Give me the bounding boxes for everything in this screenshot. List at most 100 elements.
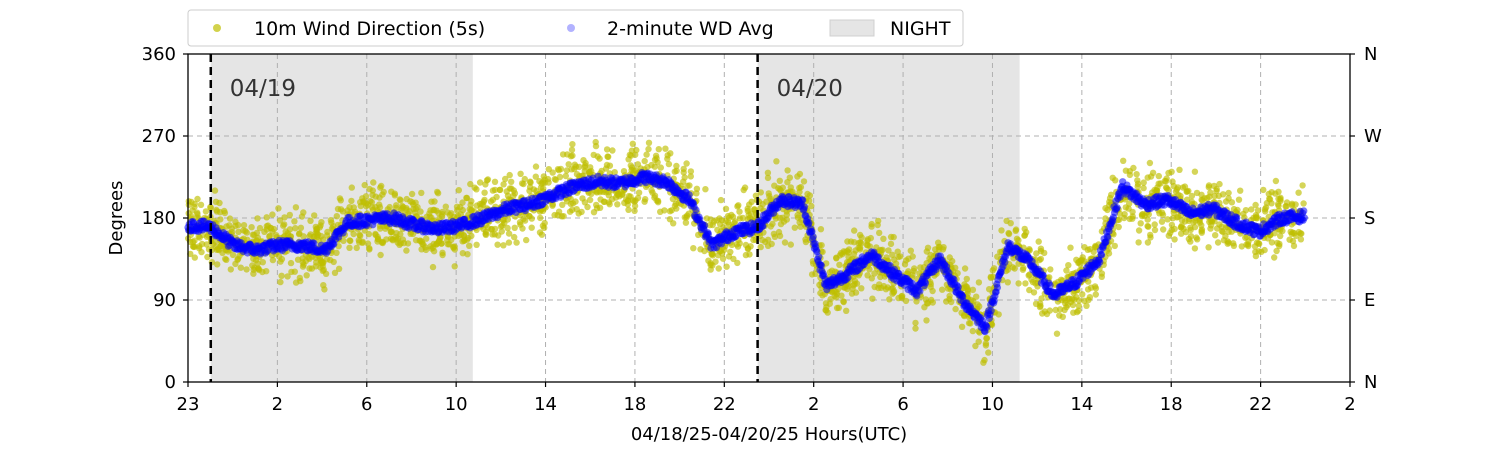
wind-direction-point [207, 204, 214, 211]
wind-direction-point [1036, 256, 1043, 264]
wind-direction-point [975, 279, 983, 286]
wind-direction-point [1144, 239, 1152, 246]
wind-direction-point [526, 187, 533, 194]
wind-direction-point [483, 177, 491, 184]
wind-direction-point [1158, 218, 1166, 225]
wind-direction-point [533, 187, 540, 195]
wind-direction-point [311, 233, 318, 240]
wind-direction-point [661, 207, 668, 214]
wind-direction-point [1244, 241, 1252, 248]
wind-direction-point [1191, 168, 1199, 175]
wind-direction-point [796, 219, 803, 226]
wind-direction-point [1300, 200, 1307, 207]
wind-direction-point [781, 239, 789, 246]
y-tick-label: 90 [153, 290, 176, 311]
wind-direction-point [370, 179, 377, 186]
wind-direction-point [306, 265, 313, 272]
wind-direction-point [1133, 171, 1140, 178]
wind-direction-point [887, 240, 895, 248]
wind-direction-point [998, 227, 1005, 234]
wind-direction-point [393, 202, 400, 209]
wind-direction-point [540, 185, 547, 192]
wind-direction-point [185, 210, 192, 217]
wind-direction-point [297, 224, 305, 231]
wind-direction-point [541, 224, 548, 231]
wind-direction-point [214, 261, 221, 268]
wind-direction-point [491, 178, 499, 185]
wind-direction-point [697, 246, 704, 253]
date-marker-label: 04/19 [230, 76, 296, 102]
wind-direction-point [563, 167, 570, 174]
wind-direction-point [1068, 271, 1075, 278]
wind-direction-point [1140, 179, 1147, 186]
wind-direction-point [673, 162, 680, 170]
wind-direction-point [423, 213, 430, 220]
wind-direction-point [292, 225, 299, 232]
avg-point [987, 307, 995, 315]
y2-tick-label: S [1364, 208, 1375, 229]
wind-direction-point [442, 203, 449, 210]
wind-direction-point [521, 217, 529, 224]
wind-direction-point [828, 267, 836, 274]
wind-direction-point [982, 340, 990, 347]
avg-point [1300, 214, 1308, 222]
wind-direction-point [202, 208, 210, 215]
wind-direction-point [736, 208, 743, 215]
wind-direction-point [787, 241, 794, 248]
wind-direction-point [191, 254, 198, 261]
wind-direction-point [653, 197, 660, 204]
y2-tick-label: W [1364, 126, 1382, 147]
wind-direction-point [1063, 267, 1070, 274]
wind-direction-point [500, 216, 507, 223]
wind-direction-point [967, 320, 974, 327]
wind-direction-point [960, 284, 967, 292]
wind-direction-point [665, 160, 673, 168]
wind-direction-point [275, 205, 282, 212]
wind-direction-point [1265, 190, 1273, 198]
wind-direction-point [563, 198, 571, 205]
wind-direction-point [1059, 313, 1067, 320]
wind-direction-point [927, 251, 934, 259]
wind-direction-point [1272, 177, 1280, 185]
wind-direction-point [572, 163, 580, 170]
wind-direction-point [549, 202, 556, 209]
legend-avg-label: 2-minute WD Avg [607, 18, 774, 40]
x-tick-label: 2 [1344, 394, 1355, 415]
avg-point [1233, 214, 1241, 222]
wind-direction-point [1252, 252, 1260, 260]
wind-direction-point [1135, 227, 1143, 234]
wind-direction-point [710, 218, 718, 225]
wind-direction-point [284, 273, 291, 280]
wind-direction-point [1277, 197, 1284, 204]
wind-direction-point [1015, 280, 1022, 287]
y2-tick-label: N [1364, 372, 1377, 393]
wind-direction-point [340, 237, 347, 244]
avg-point [805, 219, 813, 227]
wind-direction-point [627, 162, 634, 169]
x-tick-label: 14 [1070, 394, 1093, 415]
wind-direction-point [299, 263, 307, 270]
y-axis-label: Degrees [106, 181, 127, 256]
wind-direction-point [765, 190, 772, 197]
wind-direction-point [771, 182, 778, 189]
avg-point [1098, 251, 1106, 259]
wind-direction-point [1205, 184, 1213, 191]
wind-direction-point [856, 244, 864, 251]
wind-direction-point [997, 248, 1004, 256]
wind-direction-point [281, 221, 288, 228]
wind-direction-point [237, 264, 244, 271]
wind-direction-point [466, 206, 473, 213]
wind-direction-point [374, 238, 381, 245]
wind-direction-point [889, 251, 896, 258]
wind-direction-point [439, 249, 446, 256]
y2-tick-label: N [1364, 44, 1377, 65]
wind-direction-point [1191, 245, 1199, 252]
y2-axis-ticks: N E S W N [1350, 44, 1382, 393]
wind-direction-point [380, 188, 387, 196]
x-tick-label: 22 [1249, 394, 1272, 415]
wind-direction-point [528, 224, 535, 231]
wind-direction-point [985, 349, 992, 356]
wind-direction-point [372, 193, 379, 200]
wind-direction-point [1171, 236, 1178, 243]
wind-direction-point [348, 184, 355, 191]
